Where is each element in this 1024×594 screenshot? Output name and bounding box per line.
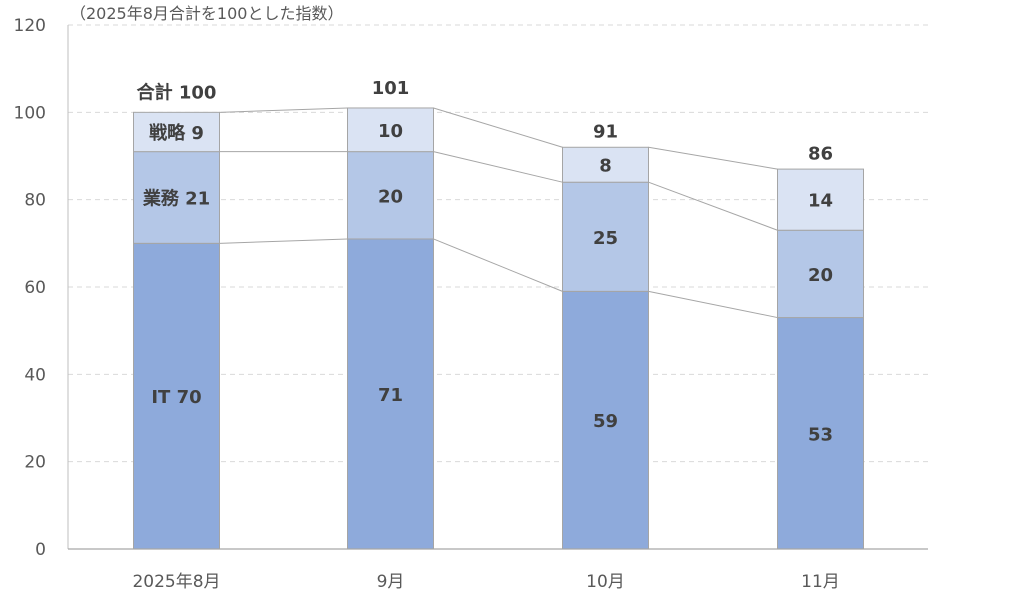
series-line	[648, 290, 778, 319]
series-line	[433, 107, 563, 148]
total-label: 合計 100	[137, 81, 217, 103]
bar-segment	[562, 146, 649, 183]
bar-segment	[562, 181, 649, 292]
series-lines	[219, 107, 778, 319]
data-label: 20	[378, 186, 403, 207]
y-tick-label: 20	[24, 453, 46, 473]
bar-segment	[777, 317, 864, 550]
data-label: 53	[808, 424, 833, 445]
y-tick-label: 40	[24, 365, 46, 385]
data-label: IT 70	[151, 387, 201, 408]
x-tick-label: 10月	[586, 572, 625, 592]
bar-segment	[347, 238, 434, 550]
data-label: 10	[378, 121, 403, 142]
y-tick-label: 60	[24, 278, 46, 298]
data-label: 71	[378, 385, 403, 406]
data-label: 業務 21	[142, 187, 210, 209]
data-labels: IT 70 71 59 53 業務 21 20 25 20 戦略 9 10 8 14 合計 100 101…	[137, 78, 833, 445]
bar-segment	[347, 107, 434, 153]
y-tick-label: 120	[14, 16, 46, 36]
bar-segment	[133, 151, 220, 244]
series-line	[219, 238, 348, 244]
bar-segment	[133, 111, 220, 153]
x-tick-label: 9月	[377, 572, 405, 592]
x-tick-label: 11月	[801, 572, 840, 592]
data-label: 8	[599, 156, 612, 177]
total-label: 101	[372, 78, 410, 99]
series-line	[433, 238, 563, 292]
data-label: 59	[593, 411, 618, 432]
y-tick-label: 0	[35, 540, 46, 560]
bar-segment	[777, 229, 864, 319]
data-label: 戦略 9	[149, 122, 204, 144]
chart-note: （2025年8月合計を100とした指数）	[70, 4, 343, 23]
series-line	[648, 146, 778, 170]
y-tick-label: 80	[24, 191, 46, 211]
bar-segment	[347, 151, 434, 240]
axes: （2025年8月合計を100とした指数） 0204060801001202025…	[14, 4, 928, 592]
data-label: 25	[593, 228, 618, 249]
series-line	[219, 107, 348, 113]
series-line	[648, 181, 778, 231]
series-line	[433, 151, 563, 183]
bars	[133, 107, 864, 550]
total-label: 91	[593, 122, 618, 143]
total-label: 86	[808, 143, 833, 164]
bar-segment	[777, 168, 864, 231]
y-tick-label: 100	[14, 103, 46, 123]
data-label: 14	[808, 191, 833, 212]
x-tick-label: 2025年8月	[132, 572, 220, 592]
data-label: 20	[808, 265, 833, 286]
